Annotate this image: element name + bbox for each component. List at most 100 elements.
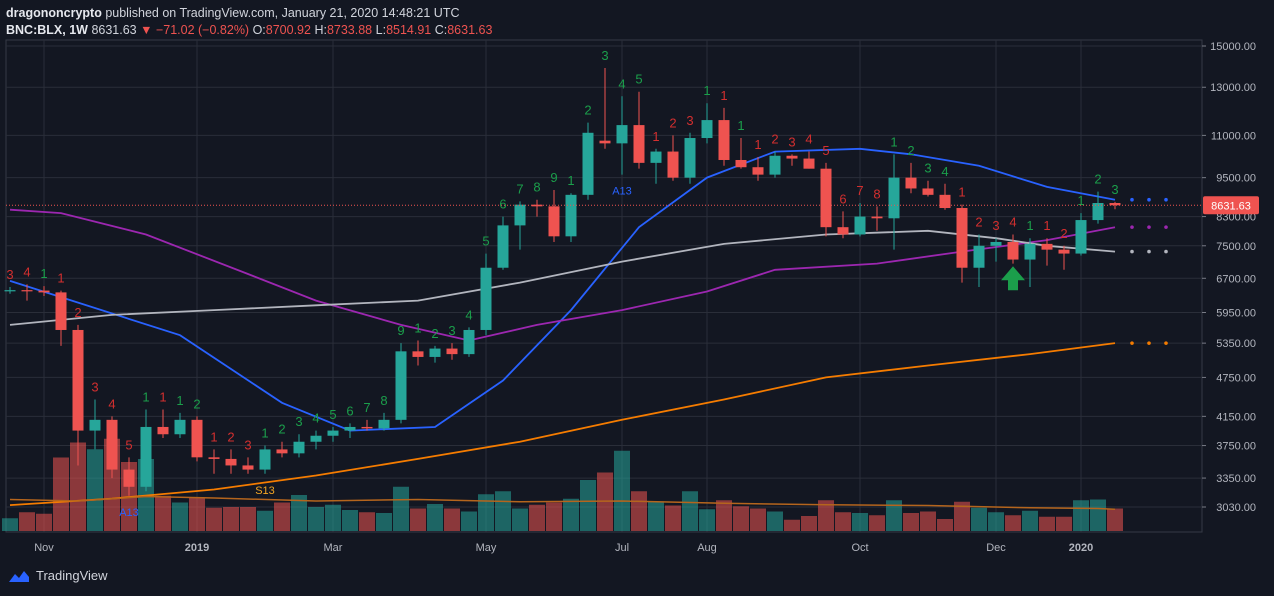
td-count-label: 9 (550, 170, 557, 185)
volume-bar (903, 513, 919, 531)
volume-bar (1107, 508, 1123, 531)
candle-body (599, 140, 611, 144)
candle-body (956, 208, 968, 268)
td-count-label: 3 (788, 134, 795, 149)
td-count-label: 6 (346, 403, 353, 418)
candle-body (395, 351, 407, 420)
x-tick-label: 2020 (1069, 542, 1093, 554)
td-count-label: 3 (924, 161, 931, 176)
volume-bar (631, 491, 647, 531)
candle-body (446, 348, 458, 355)
volume-bar (920, 511, 936, 531)
td-count-label: 8 (380, 393, 387, 408)
volume-bar (427, 504, 443, 531)
candle-body (4, 290, 16, 292)
candle-body (89, 419, 101, 431)
volume-bar (1073, 500, 1089, 531)
ma-projection-dot (1164, 197, 1168, 202)
volume-bar (648, 501, 664, 531)
y-tick-label: 3350.00 (1216, 473, 1256, 485)
volume-bar (444, 508, 460, 531)
candle-body (837, 227, 849, 235)
candle-body (905, 177, 917, 189)
td-count-label: 5 (822, 143, 829, 158)
volume-bar (801, 516, 817, 531)
y-tick-label: 4750.00 (1216, 372, 1256, 384)
plot-frame (5, 39, 1203, 533)
publish-info: published on TradingView.com, January 21… (105, 6, 460, 20)
td-count-label: 1 (754, 137, 761, 152)
candle-body (514, 204, 526, 226)
y-tick-label: 5950.00 (1216, 308, 1256, 320)
candle-body (344, 426, 356, 431)
volume-bar (206, 507, 222, 531)
candle-body (990, 241, 1002, 246)
td-count-label: 6 (839, 191, 846, 206)
y-tick-label: 15000.00 (1210, 41, 1256, 53)
td-count-label: 8 (873, 186, 880, 201)
td-count-label: 1 (720, 88, 727, 103)
volume-bar (971, 507, 987, 531)
candle-body (1041, 243, 1053, 250)
ma-projection-dot (1164, 225, 1168, 229)
x-tick-label: 2019 (185, 542, 209, 554)
publish-line: dragononcrypto published on TradingView.… (6, 5, 492, 22)
candle-body (429, 348, 441, 357)
candle-body (276, 449, 288, 454)
volume-bar (767, 511, 783, 531)
td-count-label: 2 (278, 422, 285, 437)
volume-bar (665, 505, 681, 531)
change-down-icon: ▼ (140, 23, 153, 37)
td-count-label: 2 (975, 214, 982, 229)
volume-bar (682, 491, 698, 531)
td-count-label: 2 (431, 326, 438, 341)
low-label: L: (375, 23, 387, 37)
td-count-label: 2 (193, 396, 200, 411)
candle-body (191, 419, 203, 458)
low-value: 8514.91 (386, 23, 432, 37)
candle-body (174, 419, 186, 435)
td-count-label: 3 (1111, 182, 1118, 197)
candle-body (735, 159, 747, 168)
td-count-label: 3 (244, 437, 251, 452)
volume-bar (750, 508, 766, 531)
td-count-label: 1 (210, 429, 217, 444)
tradingview-logo[interactable]: TradingView (8, 568, 108, 583)
volume-bar (699, 509, 715, 531)
volume-bar (1056, 516, 1072, 531)
candle-body (871, 216, 883, 219)
candle-body (973, 245, 985, 268)
chart-header: dragononcrypto published on TradingView.… (6, 5, 492, 39)
candle-body (1024, 243, 1036, 260)
candle-body (225, 458, 237, 466)
volume-bar (393, 486, 409, 531)
td-count-label: 1 (1026, 218, 1033, 233)
volume-bar (325, 504, 341, 531)
td-count-label: 5 (329, 407, 336, 422)
volume-bar (70, 442, 86, 531)
candle-body (480, 267, 492, 330)
close-value: 8631.63 (447, 23, 493, 37)
candle-body (1092, 202, 1104, 221)
last-price: 8631.63 (91, 23, 137, 37)
buy-arrow-icon (1001, 266, 1025, 291)
author-name[interactable]: dragononcrypto (6, 6, 102, 20)
candle-body (667, 151, 679, 178)
volume-bar (733, 506, 749, 531)
symbol-label[interactable]: BNC:BLX, 1W (6, 23, 88, 37)
candle-body (582, 132, 594, 195)
volume-bar (988, 512, 1004, 531)
volume-bar (87, 449, 103, 531)
candle-body (497, 225, 509, 268)
y-tick-label: 6700.00 (1216, 273, 1256, 285)
y-tick-label: 11000.00 (1211, 130, 1256, 142)
td-count-label: 1 (703, 83, 710, 98)
td-count-label: 3 (448, 323, 455, 338)
td-count-label: 4 (1009, 214, 1016, 229)
volume-bar (1039, 516, 1055, 531)
td-count-label: 1 (57, 271, 64, 286)
td-count-label: 1 (40, 266, 47, 281)
current-price-tag (1203, 196, 1259, 215)
volume-bar (1005, 515, 1021, 531)
